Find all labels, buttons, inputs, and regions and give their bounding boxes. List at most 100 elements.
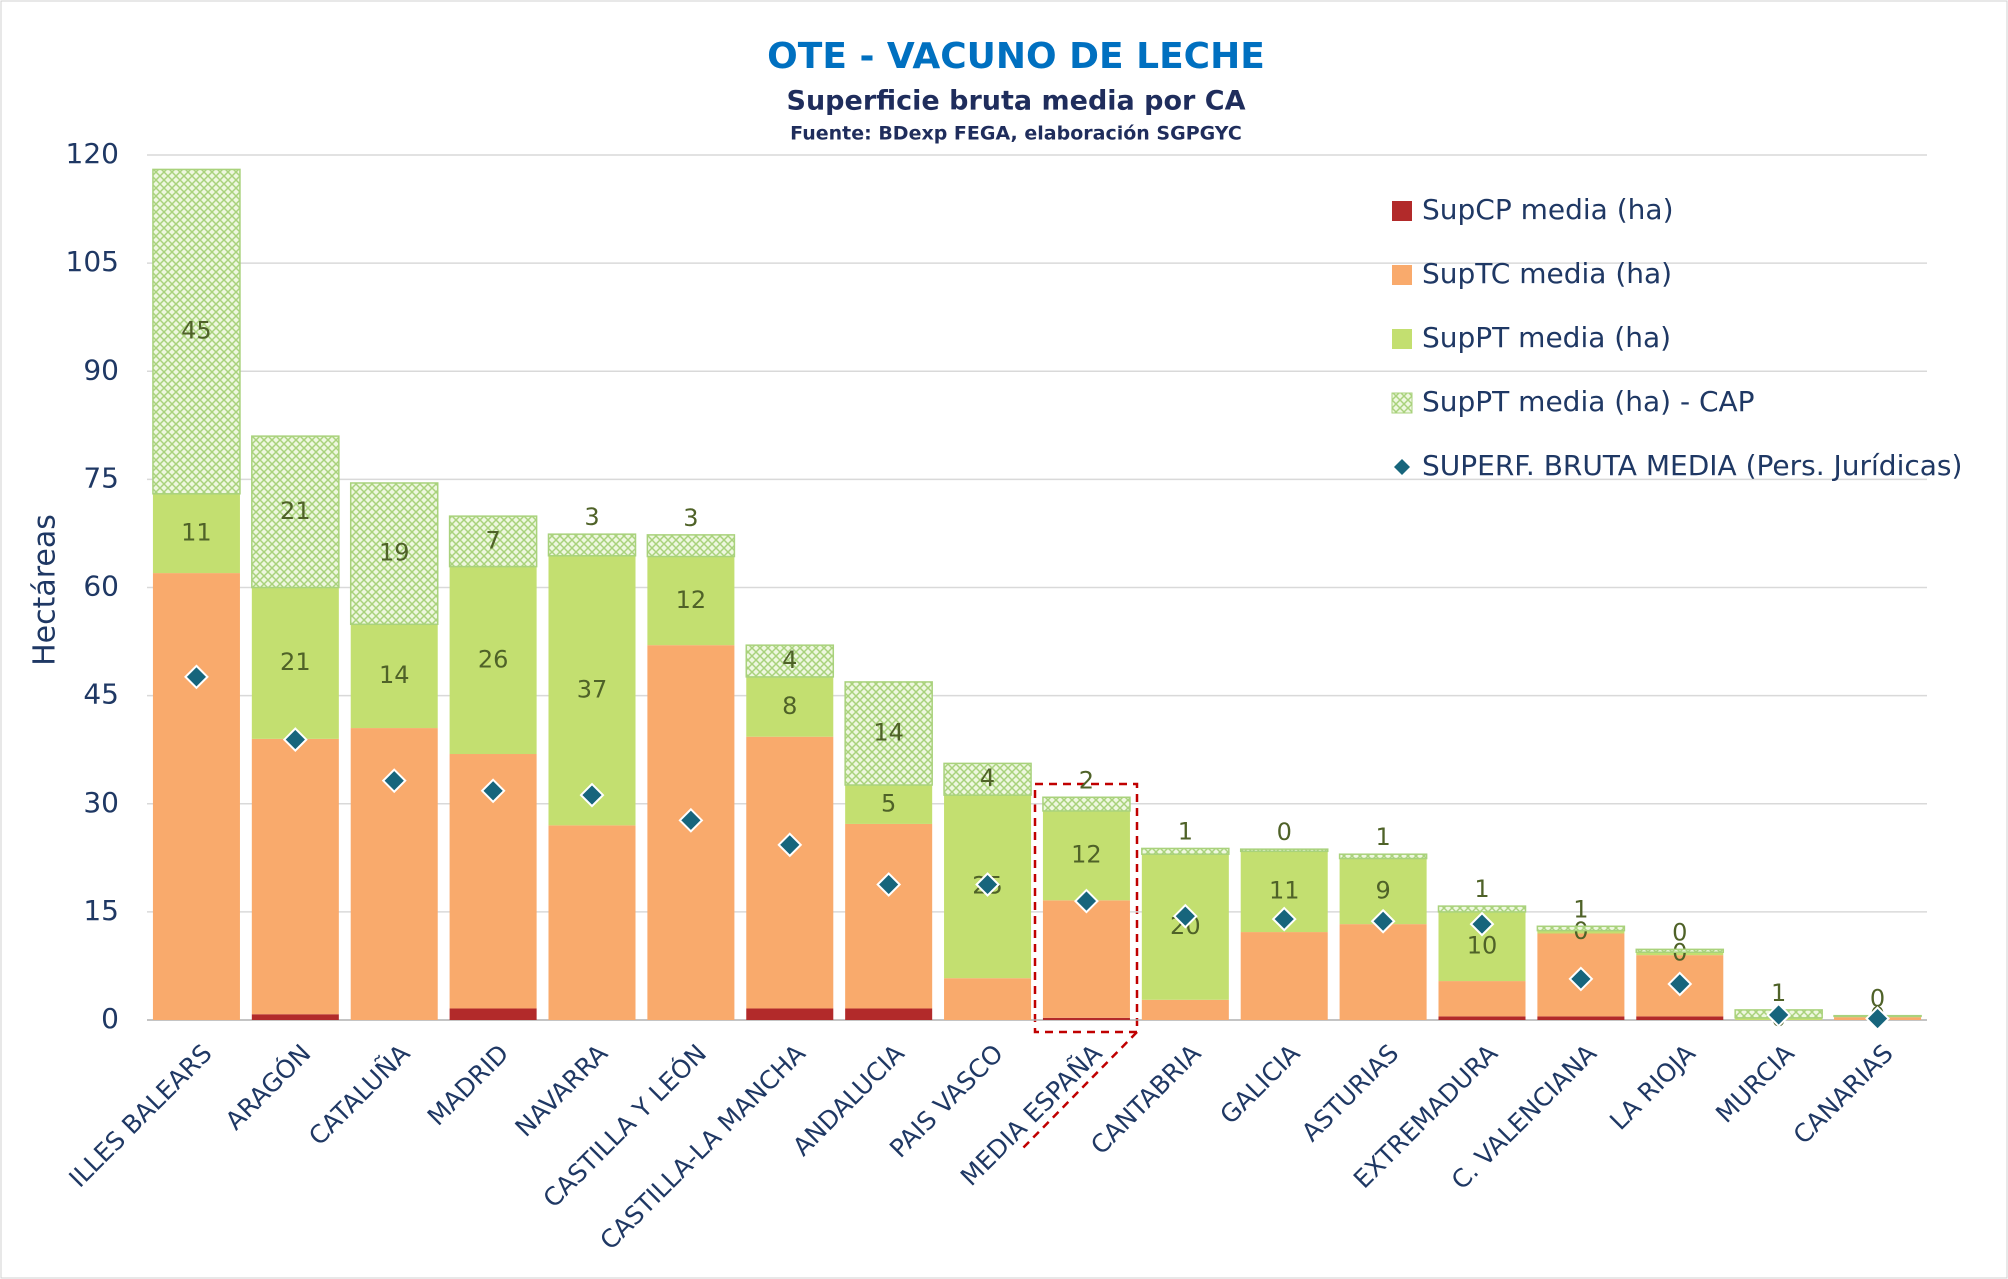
marker	[678, 807, 704, 833]
bar-segment	[1537, 930, 1625, 934]
data-label: 37	[577, 676, 608, 704]
y-tick-label: 105	[66, 245, 119, 278]
data-label: 0	[1870, 985, 1885, 1013]
marker	[1865, 1006, 1890, 1031]
marker	[777, 832, 803, 858]
x-tick-label: NAVARRA	[510, 1039, 614, 1143]
data-label: 21	[280, 648, 311, 676]
x-tick-label: CASTILLA Y LEÓN	[537, 1038, 712, 1213]
data-label: 1	[1178, 817, 1193, 845]
data-label: 45	[181, 317, 212, 345]
bar-segment	[1042, 796, 1131, 812]
bar-segment	[1438, 981, 1526, 1017]
bar-segment	[449, 1008, 537, 1020]
chart-source: Fuente: BDexp FEGA, elaboración SGPGYC	[790, 123, 1242, 145]
bar-segment	[746, 1008, 834, 1020]
marker	[1074, 888, 1099, 914]
x-tick-label: MURCIA	[1710, 1039, 1800, 1129]
legend-label: SupTC media (ha)	[1422, 257, 1672, 290]
y-tick-label: 0	[101, 1002, 119, 1035]
bar-segment	[448, 515, 538, 568]
y-tick-label: 120	[66, 137, 119, 170]
bar-segment	[1537, 1016, 1625, 1020]
bar-segment	[1339, 924, 1427, 1020]
legend-swatch	[1392, 329, 1412, 349]
chart-subtitle: Superficie bruta media por CA	[787, 86, 1246, 117]
x-tick-label: CASTILLA-LA MANCHA	[594, 1039, 811, 1256]
data-label: 0	[1277, 818, 1292, 846]
marker	[480, 778, 506, 804]
legend-swatch	[1392, 201, 1412, 221]
data-label: 14	[379, 661, 410, 689]
bar-segment	[1239, 848, 1329, 853]
bar-segment	[251, 435, 340, 589]
data-label: 26	[478, 645, 509, 673]
bar-segment	[1636, 1016, 1724, 1020]
marker	[1667, 971, 1693, 997]
y-tick-label: 75	[83, 461, 119, 494]
marker	[975, 872, 1000, 897]
bar-segment	[152, 573, 240, 1020]
data-label: 4	[782, 646, 797, 674]
y-tick-label: 30	[83, 786, 119, 819]
marker	[1172, 903, 1198, 929]
marker	[876, 872, 902, 897]
y-tick-label: 60	[83, 570, 119, 603]
marker	[1271, 906, 1297, 932]
x-tick-label: ILLES BALEARS	[63, 1039, 217, 1193]
data-label: 8	[782, 692, 797, 720]
bar-segment	[349, 482, 439, 626]
data-label: 11	[181, 518, 212, 546]
data-label: 1	[1474, 875, 1489, 903]
bar-segment	[1438, 1016, 1526, 1020]
data-label: 1	[1573, 895, 1588, 923]
bar-segment	[1141, 847, 1230, 855]
chart-title: OTE - VACUNO DE LECHE	[767, 36, 1265, 77]
bar-segment	[1536, 925, 1626, 932]
bar-segment	[646, 534, 736, 558]
data-label: 1	[1375, 823, 1390, 851]
bar-segment	[1141, 999, 1229, 1020]
bar-segment	[350, 624, 438, 729]
bar-segment	[1437, 905, 1527, 913]
legend-label: SupPT media (ha) - CAP	[1422, 385, 1755, 418]
bar-segment	[1042, 810, 1130, 901]
bar-segment	[251, 738, 339, 1015]
x-tick-label: GALICIA	[1214, 1039, 1305, 1130]
bar-segment	[251, 587, 339, 739]
x-tick-label: MADRID	[422, 1039, 515, 1132]
bar-segment	[1042, 900, 1130, 1018]
bar-segment	[1240, 932, 1328, 1020]
marker	[184, 664, 209, 690]
data-label: 0	[1672, 918, 1687, 946]
legend-label: SUPERF. BRUTA MEDIA (Pers. Jurídicas)	[1422, 449, 1962, 482]
data-label: 12	[1071, 841, 1102, 869]
bar-segment	[746, 736, 834, 1009]
bar-segment	[152, 493, 240, 574]
marker	[1469, 911, 1495, 937]
bar-segment	[548, 825, 636, 1020]
marker	[1568, 966, 1594, 992]
x-tick-label: CATALUÑA	[302, 1038, 415, 1151]
legend-label: SupCP media (ha)	[1422, 193, 1674, 226]
data-label: 5	[881, 789, 896, 817]
marker	[1766, 1002, 1792, 1028]
marker	[282, 727, 308, 753]
legend-label: SupPT media (ha)	[1422, 321, 1671, 354]
legend-swatch	[1392, 265, 1412, 285]
data-label: 2	[1079, 766, 1094, 794]
bar-segment	[944, 978, 1032, 1020]
bar-segment	[943, 762, 1032, 796]
highlight-box	[1033, 782, 1139, 1034]
x-tick-label: LA RIOJA	[1604, 1039, 1701, 1136]
bar-segment	[251, 1014, 339, 1020]
y-axis-label: Hectáreas	[28, 514, 63, 666]
x-tick-label: CANARIAS	[1788, 1039, 1899, 1150]
data-label: 3	[584, 503, 599, 531]
bar-segment	[845, 823, 933, 1009]
legend-marker	[1394, 459, 1410, 475]
bar-segment	[548, 555, 636, 826]
data-label: 21	[280, 497, 311, 525]
